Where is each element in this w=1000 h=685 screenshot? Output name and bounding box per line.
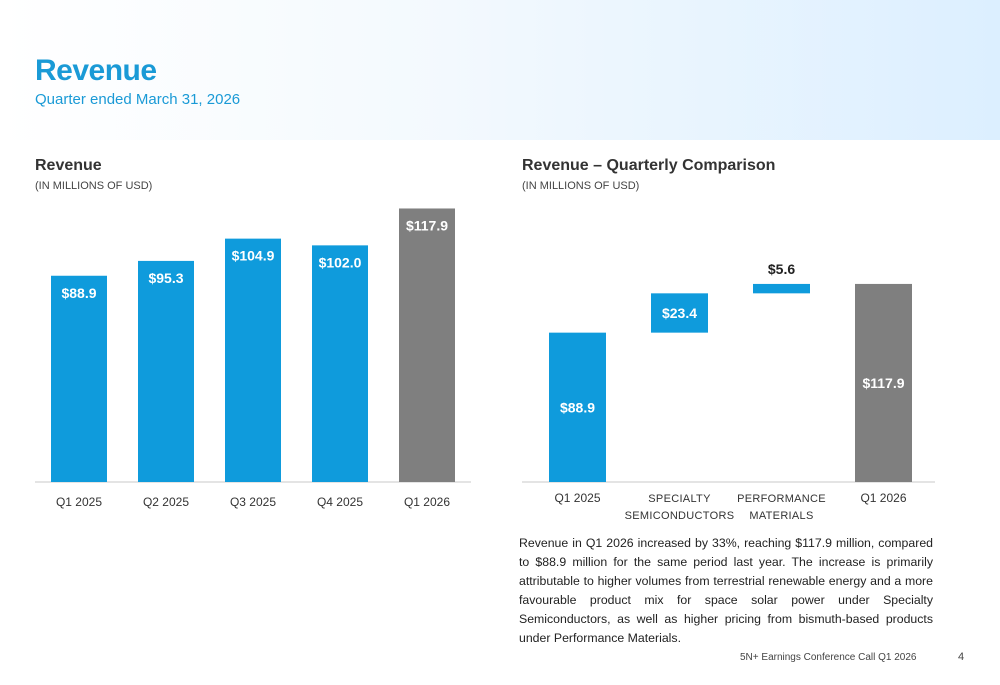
header-band bbox=[0, 0, 1000, 140]
revenue-bar bbox=[225, 238, 281, 482]
comparison-x-tick-label: MATERIALS bbox=[749, 510, 813, 522]
revenue-bar bbox=[399, 208, 455, 483]
revenue-x-tick-label: Q2 2025 bbox=[143, 495, 189, 509]
revenue-chart-units: (IN MILLIONS OF USD) bbox=[35, 180, 153, 192]
comparison-bar-value-label: $88.9 bbox=[560, 399, 595, 415]
revenue-chart-title: Revenue bbox=[35, 157, 102, 174]
revenue-bar bbox=[51, 275, 107, 482]
revenue-bar-value-label: $117.9 bbox=[406, 217, 448, 233]
comparison-bar bbox=[549, 332, 606, 482]
page-subtitle: Quarter ended March 31, 2026 bbox=[35, 91, 241, 108]
revenue-bar-chart: $88.9 Q1 2025 $95.3 Q2 2025 $104.9 Q3 2025 $10… bbox=[35, 208, 471, 509]
revenue-bar bbox=[312, 245, 368, 482]
revenue-x-tick-label: Q4 2025 bbox=[317, 495, 363, 509]
page-title: Revenue bbox=[35, 54, 157, 87]
comparison-x-tick-label: SEMICONDUCTORS bbox=[625, 510, 735, 522]
comparison-x-tick-label: PERFORMANCE bbox=[737, 493, 826, 505]
revenue-x-tick-label: Q1 2026 bbox=[404, 495, 450, 509]
revenue-bar bbox=[138, 260, 194, 482]
comparison-chart-units: (IN MILLIONS OF USD) bbox=[522, 180, 640, 192]
comparison-bar bbox=[753, 283, 810, 294]
revenue-x-tick-label: Q1 2025 bbox=[56, 495, 102, 509]
comparison-bar-value-label: $23.4 bbox=[662, 305, 697, 321]
quarterly-comparison-waterfall-chart: $88.9 Q1 2025 $23.4 SPECIALTY SEMICONDUCTORS… bbox=[522, 261, 935, 522]
comparison-x-tick-label: SPECIALTY bbox=[648, 493, 711, 505]
comparison-bar-value-label: $5.6 bbox=[768, 261, 795, 277]
comparison-x-tick-label: Q1 2026 bbox=[860, 491, 906, 505]
revenue-bar-value-label: $95.3 bbox=[148, 270, 183, 286]
revenue-commentary: Revenue in Q1 2026 increased by 33%, rea… bbox=[519, 536, 933, 645]
footer-text: 5N+ Earnings Conference Call Q1 2026 bbox=[740, 652, 917, 663]
revenue-x-tick-label: Q3 2025 bbox=[230, 495, 276, 509]
revenue-bar-value-label: $104.9 bbox=[232, 248, 275, 264]
comparison-bar bbox=[855, 283, 912, 482]
comparison-x-tick-label: Q1 2025 bbox=[554, 491, 600, 505]
comparison-bar-value-label: $117.9 bbox=[862, 375, 904, 391]
comparison-chart-title: Revenue – Quarterly Comparison bbox=[522, 157, 776, 174]
revenue-bar-value-label: $88.9 bbox=[61, 285, 96, 301]
page-number: 4 bbox=[958, 651, 965, 663]
revenue-bar-value-label: $102.0 bbox=[319, 254, 362, 270]
comparison-bar bbox=[651, 293, 708, 333]
